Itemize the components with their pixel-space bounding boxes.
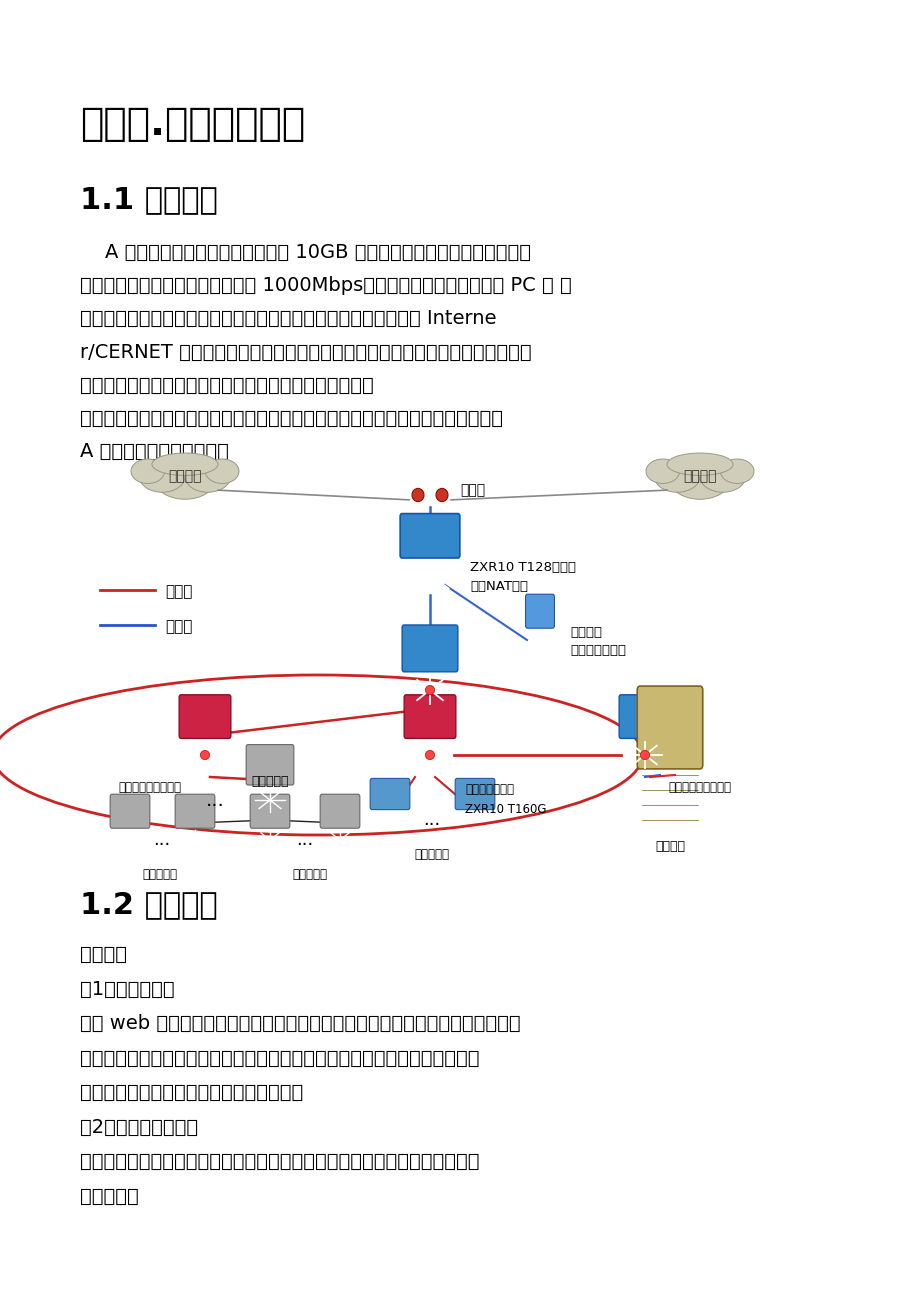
Text: 办公无纸化、加你少办公开支提高办公效率: 办公无纸化、加你少办公开支提高办公效率 [80, 1083, 303, 1101]
Text: 高教学效果: 高教学效果 [80, 1186, 139, 1206]
Text: 项目功能: 项目功能 [80, 945, 127, 963]
Text: 认证计费: 认证计费 [570, 625, 601, 638]
FancyBboxPatch shape [246, 745, 293, 785]
Text: 电信网络: 电信网络 [168, 469, 201, 483]
Ellipse shape [200, 750, 210, 759]
Text: 防火墙: 防火墙 [460, 483, 484, 497]
Ellipse shape [645, 460, 679, 483]
FancyBboxPatch shape [179, 695, 231, 738]
Text: ⇌: ⇌ [534, 633, 545, 647]
Text: ZXR10 T160G: ZXR10 T160G [464, 803, 546, 816]
Text: （1）办公自动化: （1）办公自动化 [80, 979, 175, 999]
Text: 办公自动化平台的校园网、并逐步形成数字化校园网络。: 办公自动化平台的校园网、并逐步形成数字化校园网络。 [80, 376, 373, 395]
Ellipse shape [412, 488, 424, 501]
Ellipse shape [140, 461, 185, 492]
Text: 服务器终端设备通过楼宇接入层的交换机和局域网连接起来、并与 Interne: 服务器终端设备通过楼宇接入层的交换机和局域网连接起来、并与 Interne [80, 310, 496, 328]
FancyBboxPatch shape [250, 794, 289, 828]
FancyBboxPatch shape [400, 513, 460, 559]
Text: 千兆光: 千兆光 [165, 585, 192, 599]
Text: ...: ... [423, 811, 440, 829]
Ellipse shape [130, 460, 165, 483]
Ellipse shape [205, 460, 239, 483]
Ellipse shape [653, 461, 699, 492]
Ellipse shape [425, 685, 434, 694]
Text: 第一章.学校需求分析: 第一章.学校需求分析 [80, 105, 305, 143]
Ellipse shape [152, 453, 218, 475]
FancyBboxPatch shape [402, 625, 458, 672]
Text: 系统的设计要保证技术先进和运行安全可靠，同时具有良好的开放性和可扩展性、: 系统的设计要保证技术先进和运行安全可靠，同时具有良好的开放性和可扩展性、 [80, 409, 503, 428]
FancyBboxPatch shape [369, 779, 409, 810]
Text: 接入交换机: 接入交换机 [292, 868, 327, 881]
Text: 承担NAT转换: 承担NAT转换 [470, 581, 528, 594]
Text: ...: ... [153, 831, 170, 849]
Ellipse shape [640, 750, 649, 759]
Ellipse shape [425, 750, 434, 759]
FancyBboxPatch shape [455, 779, 494, 810]
Text: 汇聚交换机: 汇聚交换机 [251, 775, 289, 788]
Text: 千兆电: 千兆电 [165, 618, 192, 634]
Text: 基本 web 综合管理信息的信息系统、提示行政、人事、学籍、后勤、财务管理、: 基本 web 综合管理信息的信息系统、提示行政、人事、学籍、后勤、财务管理、 [80, 1014, 520, 1032]
FancyBboxPatch shape [320, 794, 359, 828]
Text: 公文收发管理、教师档案管理、学生档案管理、科技档案管理等、使学校日常: 公文收发管理、教师档案管理、学生档案管理、科技档案管理等、使学校日常 [80, 1048, 479, 1068]
Text: 接入交换机: 接入交换机 [414, 848, 449, 861]
Text: 接入交换机: 接入交换机 [142, 868, 177, 881]
Text: 学生宿舍核心交换机: 学生宿舍核心交换机 [119, 781, 181, 794]
Text: 1.2 用户需求: 1.2 用户需求 [80, 891, 218, 919]
Text: 认证计费服务器: 认证计费服务器 [570, 643, 625, 656]
Ellipse shape [669, 461, 729, 499]
Text: （2）网络多媒体教学: （2）网络多媒体教学 [80, 1117, 198, 1137]
Text: ...: ... [206, 790, 224, 810]
Text: 网络中心核心交换机: 网络中心核心交换机 [668, 781, 731, 794]
Ellipse shape [699, 461, 744, 492]
FancyBboxPatch shape [525, 594, 554, 628]
Text: A 大学校园网的建设目标是、采用 10GB 光线交换实现三小区告诉互联、光: A 大学校园网的建设目标是、采用 10GB 光线交换实现三小区告诉互联、光 [80, 243, 530, 262]
Text: 服务器群: 服务器群 [654, 840, 685, 853]
Ellipse shape [436, 488, 448, 501]
Ellipse shape [185, 461, 231, 492]
FancyBboxPatch shape [637, 686, 702, 769]
Text: 1.1 项目目标: 1.1 项目目标 [80, 185, 218, 214]
Text: ...: ... [296, 831, 313, 849]
Text: r/CERNET 互联、构建一个以计算机多媒体辅助教学、电子化图书馆、教学管理: r/CERNET 互联、构建一个以计算机多媒体辅助教学、电子化图书馆、教学管理 [80, 342, 531, 362]
Ellipse shape [720, 460, 754, 483]
Text: ZXR10 T128路由器: ZXR10 T128路由器 [470, 560, 575, 573]
Text: 出口核心交换机: 出口核心交换机 [464, 783, 514, 796]
Text: 将计算机多媒体视听引入课堂教学、声音、图像、动画的普遗采用可以大大提: 将计算机多媒体视听引入课堂教学、声音、图像、动画的普遗采用可以大大提 [80, 1152, 479, 1170]
Text: 缆连接全校的主要楼宇、全面采用 1000Mbps。交换技术、将学校的各种 PC 机 、: 缆连接全校的主要楼宇、全面采用 1000Mbps。交换技术、将学校的各种 PC … [80, 276, 571, 296]
Ellipse shape [154, 461, 215, 499]
Text: A 大学的校园网示意如下图: A 大学的校园网示意如下图 [80, 443, 229, 461]
FancyBboxPatch shape [175, 794, 215, 828]
Ellipse shape [666, 453, 732, 475]
FancyBboxPatch shape [110, 794, 150, 828]
FancyBboxPatch shape [403, 695, 455, 738]
Text: 教育网络: 教育网络 [683, 469, 716, 483]
FancyBboxPatch shape [618, 695, 670, 738]
